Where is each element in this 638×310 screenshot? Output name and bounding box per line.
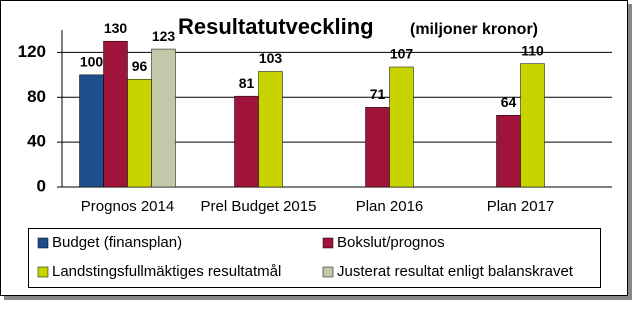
x-tick-label: Plan 2017 [487,198,555,215]
bar [389,66,414,188]
bar [496,114,521,188]
legend-swatch [37,266,49,278]
value-label: 103 [259,50,283,66]
legend-swatch [322,237,334,249]
x-tick-label: Prel Budget 2015 [201,198,317,215]
legend-label: Budget (finansplan) [52,234,182,251]
value-label: 123 [152,28,176,44]
x-tick-label: Plan 2016 [356,198,424,215]
value-label: 96 [132,58,148,74]
y-tick-label: 40 [27,132,46,151]
bar [79,74,104,188]
bar [365,107,390,188]
bar [151,48,176,188]
legend-label: Bokslut/prognos [337,234,445,251]
legend-label: Landstingsfullmäktiges resultatmål [52,263,281,280]
legend [28,228,601,288]
value-label: 130 [104,20,128,36]
y-tick-label: 80 [27,87,46,106]
value-label: 100 [80,54,104,70]
legend-swatch [322,266,334,278]
legend-swatch [37,237,49,249]
x-tick-label: Prognos 2014 [81,198,174,215]
bar [127,79,152,188]
bar [520,63,545,188]
value-label: 107 [390,46,414,62]
value-label: 81 [239,75,255,91]
chart-subtitle: (miljoner kronor) [410,21,538,38]
bar [103,40,128,188]
value-label: 71 [370,86,386,102]
value-label: 64 [501,94,517,110]
y-tick-label: 120 [18,42,46,61]
bar [258,71,283,188]
y-tick-label: 0 [37,176,46,195]
bar [234,95,259,188]
legend-label: Justerat resultat enligt balanskravet [337,263,574,280]
chart-title: Resultatutveckling [178,14,374,39]
value-label: 110 [521,42,544,58]
